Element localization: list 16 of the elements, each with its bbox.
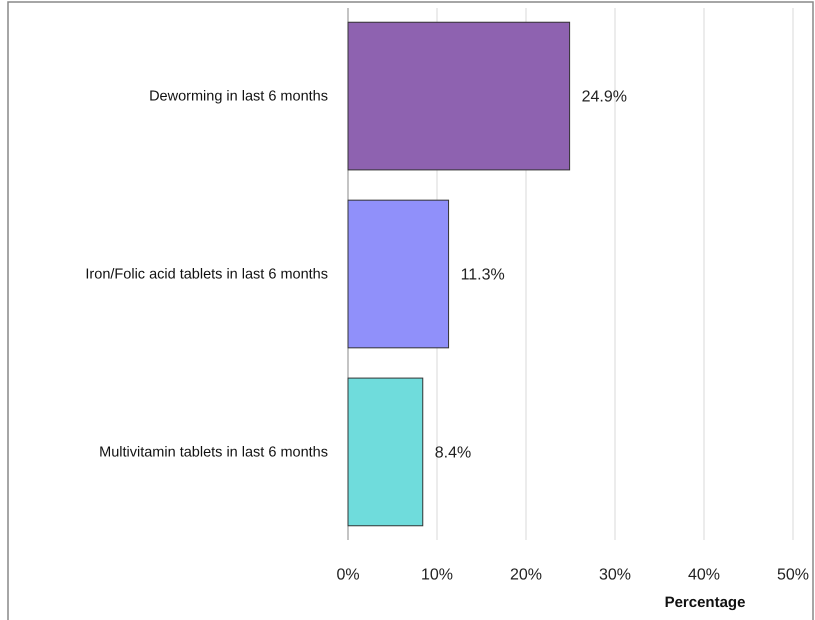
x-tick-label: 0% bbox=[336, 566, 360, 584]
y-tick-label: Multivitamin tablets in last 6 months bbox=[99, 444, 328, 461]
x-axis-title: Percentage bbox=[664, 594, 746, 611]
x-tick-label: 30% bbox=[598, 566, 632, 584]
x-tick-label: 10% bbox=[420, 566, 454, 584]
y-tick-label: Iron/Folic acid tablets in last 6 months bbox=[85, 266, 328, 283]
data-label: 8.4% bbox=[434, 444, 472, 462]
x-tick-label: 50% bbox=[776, 566, 810, 584]
x-tick-label: 40% bbox=[688, 566, 720, 584]
y-tick-label: Deworming in last 6 months bbox=[149, 88, 328, 105]
data-label: 24.9% bbox=[582, 88, 627, 106]
bar bbox=[348, 200, 450, 348]
bar bbox=[348, 22, 570, 170]
x-tick-label: 20% bbox=[510, 566, 542, 584]
bar bbox=[348, 378, 424, 526]
data-label: 11.3% bbox=[460, 266, 505, 284]
